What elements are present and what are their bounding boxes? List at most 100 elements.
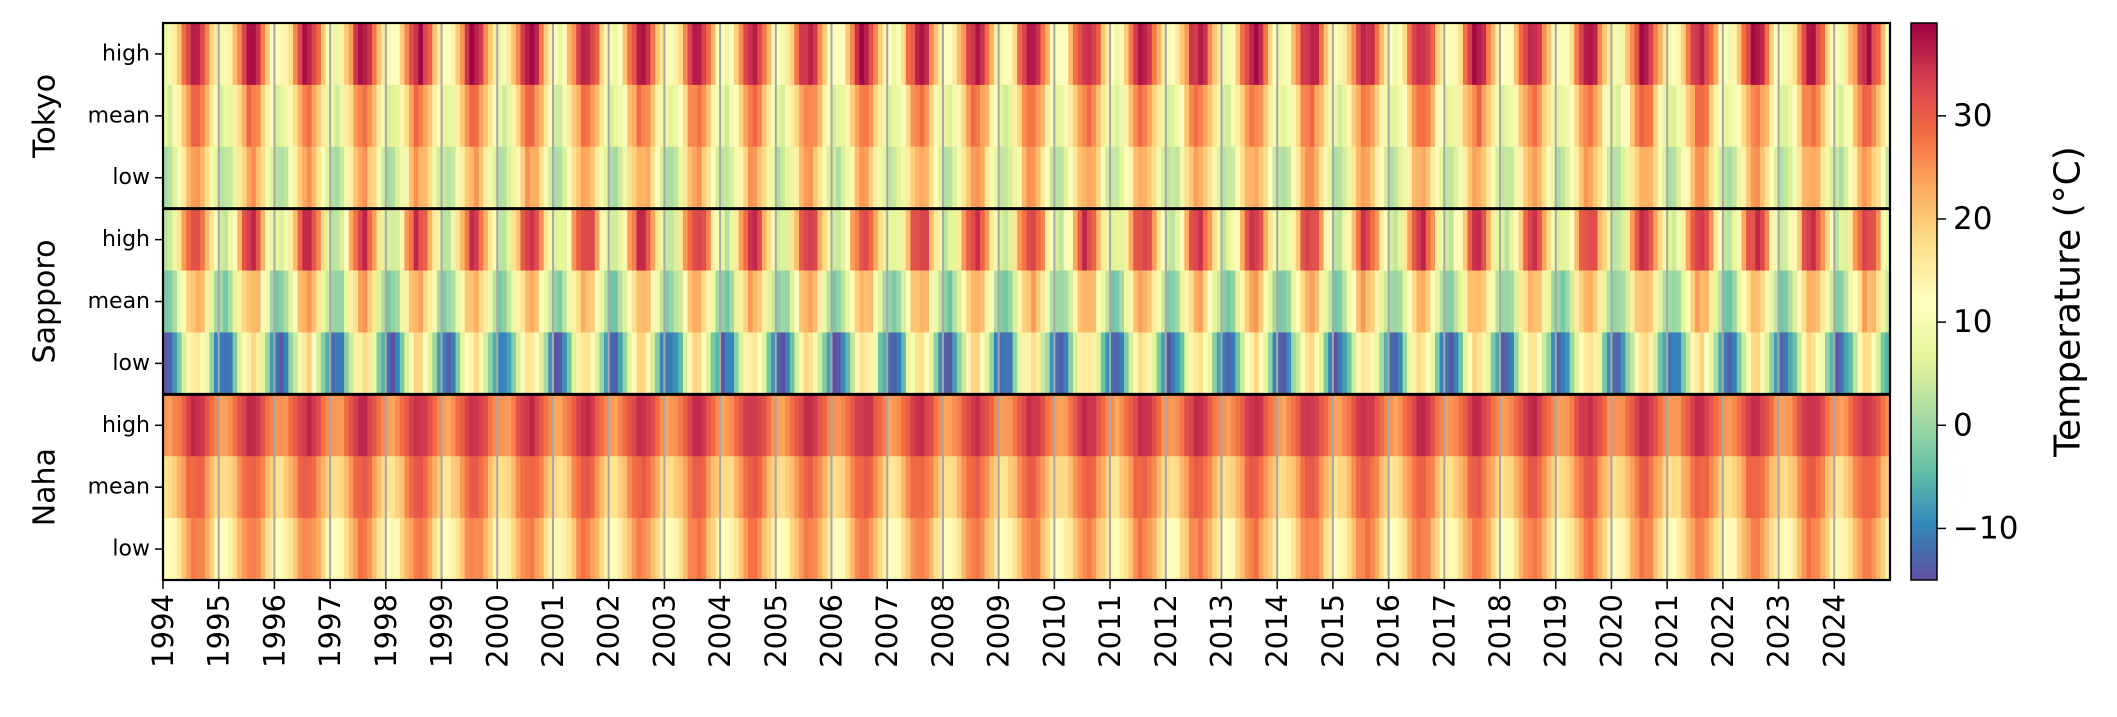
- heatmap-cell: [1314, 84, 1320, 148]
- heatmap-cell: [780, 332, 786, 395]
- heatmap-cell: [1221, 270, 1227, 334]
- heatmap-cell: [478, 84, 484, 148]
- heatmap-cell: [487, 518, 494, 581]
- heatmap-cell: [543, 332, 549, 395]
- heatmap-cell: [1773, 332, 1780, 395]
- heatmap-cell: [1110, 394, 1116, 457]
- heatmap-cell: [413, 456, 419, 519]
- heatmap-cell: [980, 270, 986, 334]
- heatmap-cell: [1082, 208, 1088, 272]
- heatmap-cell: [1397, 270, 1404, 334]
- heatmap-cell: [464, 23, 470, 86]
- heatmap-cell: [1653, 146, 1659, 210]
- heatmap-cell: [1885, 270, 1891, 334]
- heatmap-cell: [1597, 518, 1603, 581]
- heatmap-cell: [1513, 456, 1520, 519]
- heatmap-cell: [548, 84, 554, 148]
- heatmap-cell: [994, 84, 1000, 148]
- heatmap-cell: [706, 84, 712, 148]
- heatmap-cell: [1592, 146, 1599, 210]
- heatmap-cell: [1625, 23, 1631, 86]
- heatmap-cell: [422, 146, 429, 210]
- heatmap-cell: [580, 518, 587, 581]
- heatmap-cell: [1356, 332, 1362, 395]
- heatmap-cell: [655, 518, 661, 581]
- x-tick-label: 2014: [1260, 594, 1294, 668]
- heatmap-cell: [655, 456, 661, 519]
- heatmap-cell: [1230, 456, 1237, 519]
- heatmap-cell: [1411, 270, 1418, 334]
- heatmap-cell: [975, 518, 981, 581]
- heatmap-cell: [1513, 146, 1520, 210]
- heatmap-cell: [418, 84, 424, 148]
- heatmap-cell: [399, 456, 406, 519]
- heatmap-cell: [292, 23, 299, 86]
- heatmap-cell: [975, 332, 981, 395]
- heatmap-cell: [566, 146, 573, 210]
- heatmap-cell: [942, 270, 949, 334]
- heatmap-cell: [1504, 456, 1510, 519]
- heatmap-cell: [1476, 270, 1483, 334]
- heatmap-cell: [1328, 332, 1334, 395]
- heatmap-cell: [1439, 23, 1445, 86]
- heatmap-cell: [594, 146, 600, 210]
- heatmap-cell: [1430, 146, 1436, 210]
- heatmap-cell: [864, 332, 870, 395]
- heatmap-cell: [1453, 84, 1459, 148]
- heatmap-cell: [919, 23, 925, 86]
- heatmap-cell: [1314, 146, 1320, 210]
- heatmap-cell: [673, 146, 679, 210]
- heatmap-cell: [497, 394, 503, 457]
- heatmap-cell: [729, 23, 735, 86]
- heatmap-cell: [785, 270, 791, 334]
- heatmap-cell: [1527, 332, 1534, 395]
- heatmap-cell: [316, 456, 322, 519]
- heatmap-cell: [1462, 518, 1469, 581]
- heatmap-cell: [1773, 84, 1780, 148]
- heatmap-cell: [1272, 208, 1278, 272]
- heatmap-cell: [1091, 456, 1097, 519]
- heatmap-cell: [1722, 84, 1729, 148]
- heatmap-cell: [1017, 332, 1023, 395]
- heatmap-cell: [1736, 394, 1743, 457]
- heatmap-cell: [1059, 84, 1065, 148]
- heatmap-cell: [1096, 518, 1102, 581]
- heatmap-cell: [1230, 270, 1237, 334]
- heatmap-cell: [1277, 332, 1283, 395]
- heatmap-cell: [1885, 23, 1891, 86]
- heatmap-cell: [808, 208, 814, 272]
- heatmap-cell: [877, 23, 884, 86]
- heatmap-cell: [1128, 394, 1134, 457]
- heatmap-cell: [1416, 394, 1422, 457]
- heatmap-cell: [1597, 84, 1603, 148]
- heatmap-cell: [269, 146, 276, 210]
- heatmap-cell: [1198, 84, 1204, 148]
- heatmap-cell: [279, 270, 285, 334]
- heatmap-cell: [664, 394, 670, 457]
- heatmap-cell: [1597, 394, 1603, 457]
- heatmap-cell: [1388, 456, 1394, 519]
- heatmap-cell: [696, 146, 703, 210]
- heatmap-cell: [1235, 84, 1241, 148]
- heatmap-cell: [1346, 146, 1353, 210]
- heatmap-cell: [1240, 208, 1246, 272]
- heatmap-cell: [1430, 456, 1436, 519]
- heatmap-cell: [1063, 332, 1069, 395]
- heatmap-cell: [1523, 332, 1529, 395]
- heatmap-cell: [1240, 84, 1246, 148]
- heatmap-cell: [785, 208, 791, 272]
- heatmap-cell: [511, 270, 517, 334]
- heatmap-cell: [645, 394, 652, 457]
- heatmap-cell: [1732, 270, 1738, 334]
- heatmap-cell: [1105, 394, 1111, 457]
- heatmap-cell: [720, 332, 726, 395]
- heatmap-cell: [381, 208, 387, 272]
- heatmap-cell: [1667, 84, 1673, 148]
- heatmap-cell: [529, 518, 535, 581]
- heatmap-cell: [1258, 518, 1264, 581]
- heatmap-cell: [1699, 518, 1705, 581]
- heatmap-cell: [673, 23, 679, 86]
- heatmap-cell: [436, 332, 443, 395]
- heatmap-cell: [775, 456, 782, 519]
- heatmap-cell: [1722, 270, 1729, 334]
